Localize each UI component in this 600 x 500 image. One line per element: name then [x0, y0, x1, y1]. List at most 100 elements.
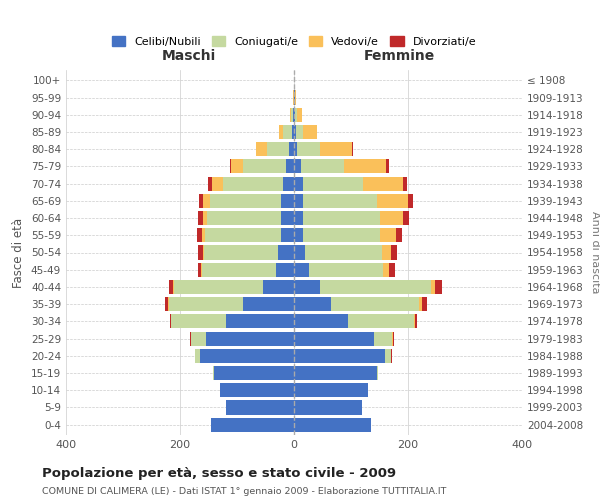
- Bar: [278, 125, 283, 139]
- Bar: [415, 314, 417, 328]
- Bar: [294, 314, 348, 328]
- Bar: [263, 280, 294, 294]
- Bar: [295, 90, 296, 104]
- Bar: [211, 418, 294, 432]
- Bar: [294, 400, 362, 414]
- Text: COMUNE DI CALIMERA (LE) - Dati ISTAT 1° gennaio 2009 - Elaborazione TUTTITALIA.I: COMUNE DI CALIMERA (LE) - Dati ISTAT 1° …: [42, 487, 446, 496]
- Bar: [431, 280, 436, 294]
- Bar: [203, 246, 204, 260]
- Bar: [226, 314, 294, 328]
- Bar: [203, 194, 210, 208]
- Bar: [173, 280, 174, 294]
- Bar: [389, 262, 395, 277]
- Bar: [352, 142, 353, 156]
- Bar: [291, 108, 293, 122]
- Bar: [303, 228, 380, 242]
- Bar: [205, 228, 281, 242]
- Bar: [294, 211, 303, 225]
- Bar: [422, 297, 427, 311]
- Bar: [298, 142, 320, 156]
- Bar: [374, 332, 392, 345]
- Bar: [408, 194, 413, 208]
- Bar: [293, 108, 294, 122]
- Bar: [294, 246, 305, 260]
- Bar: [190, 332, 191, 345]
- Legend: Celibi/Nubili, Coniugati/e, Vedovi/e, Divorziati/e: Celibi/Nubili, Coniugati/e, Vedovi/e, Di…: [107, 32, 481, 52]
- Bar: [303, 211, 380, 225]
- Bar: [197, 262, 200, 277]
- Bar: [204, 246, 278, 260]
- Bar: [320, 142, 352, 156]
- Bar: [294, 383, 368, 398]
- Bar: [320, 280, 431, 294]
- Bar: [281, 211, 294, 225]
- Bar: [198, 246, 203, 260]
- Bar: [382, 246, 391, 260]
- Bar: [278, 246, 294, 260]
- Bar: [281, 228, 294, 242]
- Bar: [213, 366, 214, 380]
- Bar: [289, 142, 294, 156]
- Bar: [298, 108, 302, 122]
- Bar: [294, 142, 298, 156]
- Bar: [214, 366, 294, 380]
- Y-axis label: Anni di nascita: Anni di nascita: [590, 211, 600, 294]
- Bar: [294, 194, 302, 208]
- Bar: [303, 125, 317, 139]
- Text: Popolazione per età, sesso e stato civile - 2009: Popolazione per età, sesso e stato civil…: [42, 468, 396, 480]
- Bar: [436, 280, 442, 294]
- Bar: [377, 366, 379, 380]
- Bar: [283, 176, 294, 190]
- Bar: [286, 160, 294, 173]
- Bar: [294, 348, 385, 363]
- Bar: [414, 314, 415, 328]
- Bar: [231, 160, 243, 173]
- Bar: [344, 160, 386, 173]
- Bar: [294, 297, 331, 311]
- Bar: [296, 125, 303, 139]
- Bar: [292, 125, 294, 139]
- Bar: [419, 297, 422, 311]
- Bar: [380, 211, 403, 225]
- Bar: [403, 211, 409, 225]
- Bar: [331, 297, 419, 311]
- Text: Femmine: Femmine: [363, 48, 434, 62]
- Bar: [191, 332, 206, 345]
- Bar: [294, 228, 303, 242]
- Bar: [301, 160, 344, 173]
- Bar: [392, 332, 394, 345]
- Bar: [172, 314, 226, 328]
- Bar: [200, 262, 202, 277]
- Bar: [294, 176, 303, 190]
- Bar: [203, 211, 208, 225]
- Bar: [196, 348, 200, 363]
- Bar: [230, 160, 231, 173]
- Bar: [391, 246, 397, 260]
- Bar: [266, 142, 289, 156]
- Bar: [281, 194, 294, 208]
- Bar: [294, 280, 320, 294]
- Text: Maschi: Maschi: [162, 48, 216, 62]
- Y-axis label: Fasce di età: Fasce di età: [13, 218, 25, 288]
- Bar: [385, 348, 391, 363]
- Bar: [202, 228, 205, 242]
- Bar: [295, 108, 298, 122]
- Bar: [170, 314, 171, 328]
- Bar: [294, 108, 295, 122]
- Bar: [303, 176, 363, 190]
- Bar: [242, 297, 294, 311]
- Bar: [396, 228, 402, 242]
- Bar: [200, 348, 294, 363]
- Bar: [243, 160, 286, 173]
- Bar: [380, 228, 396, 242]
- Bar: [223, 176, 283, 190]
- Bar: [256, 142, 266, 156]
- Bar: [294, 418, 371, 432]
- Bar: [294, 160, 301, 173]
- Bar: [290, 108, 291, 122]
- Bar: [208, 211, 281, 225]
- Bar: [386, 160, 389, 173]
- Bar: [165, 297, 168, 311]
- Bar: [210, 194, 281, 208]
- Bar: [169, 297, 242, 311]
